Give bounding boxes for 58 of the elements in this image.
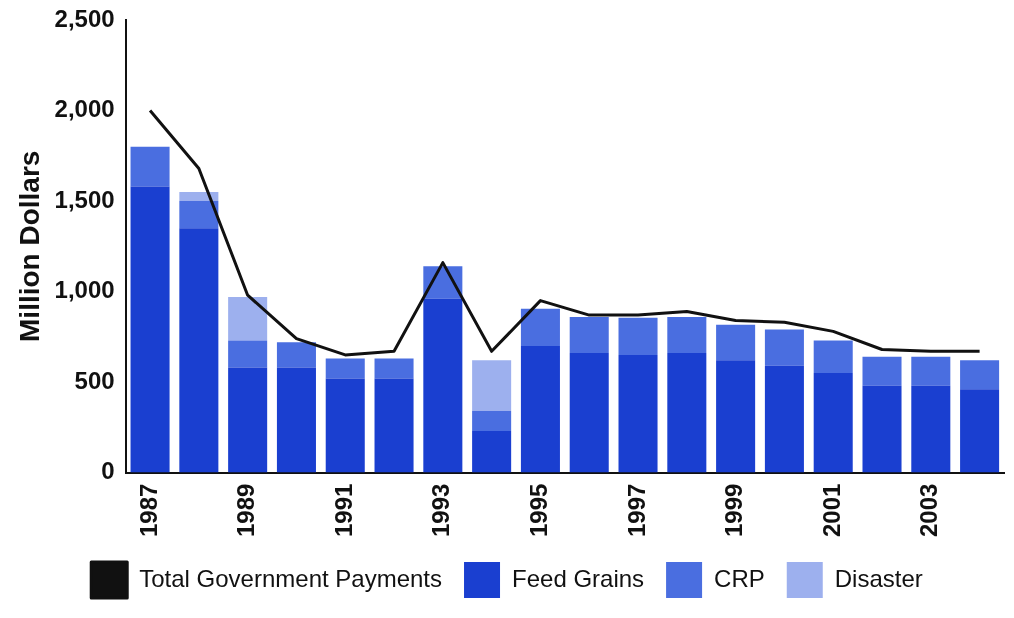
bar [960,389,1000,473]
bar [130,186,170,473]
bar [862,356,902,386]
bar [764,365,804,473]
bar [179,228,219,473]
y-tick-label: 500 [74,366,115,394]
bar [667,353,707,473]
bar [520,308,560,346]
x-tick-label: 1995 [525,483,553,537]
y-tick-label: 2,000 [54,95,115,123]
bar [374,378,414,473]
x-tick-label: 1993 [427,483,455,537]
legend-label: Disaster [834,564,923,592]
x-tick-label: 2003 [915,483,943,537]
x-tick-label: 1987 [134,483,162,537]
legend-label: Feed Grains [512,564,645,592]
bar [276,342,316,368]
legend-label: CRP [714,564,765,592]
x-tick-label: 1989 [232,483,260,537]
y-tick-label: 0 [101,457,115,485]
bar [325,378,365,473]
bar [130,146,170,187]
bar [960,360,1000,390]
y-tick-label: 1,500 [54,185,115,213]
bar [813,373,853,473]
x-tick-label: 1997 [622,483,650,537]
bar [667,316,707,354]
bar [911,385,951,473]
legend-label: Total Government Payments [139,564,443,592]
bar [569,316,609,354]
bar [472,430,512,473]
bar [520,345,560,473]
bar [228,297,268,341]
bar [618,317,658,355]
x-tick-label: 2001 [817,483,845,537]
y-axis-title: Million Dollars [13,150,45,342]
bar [228,367,268,473]
bar [276,367,316,473]
x-tick-label: 1991 [329,483,357,537]
bar [862,385,902,473]
bar [911,356,951,386]
bar [228,340,268,368]
bar [716,360,756,473]
bar [618,354,658,473]
bar [813,340,853,374]
bar [716,324,756,361]
bar [325,358,365,379]
bar [423,298,463,473]
bar [374,358,414,379]
y-tick-label: 2,500 [54,4,115,32]
bar [472,411,512,431]
x-tick-label: 1999 [720,483,748,537]
bar [179,191,219,202]
y-tick-label: 1,000 [54,276,115,304]
bar [569,353,609,473]
bar [472,360,512,412]
bar [179,201,219,229]
bar [764,329,804,366]
